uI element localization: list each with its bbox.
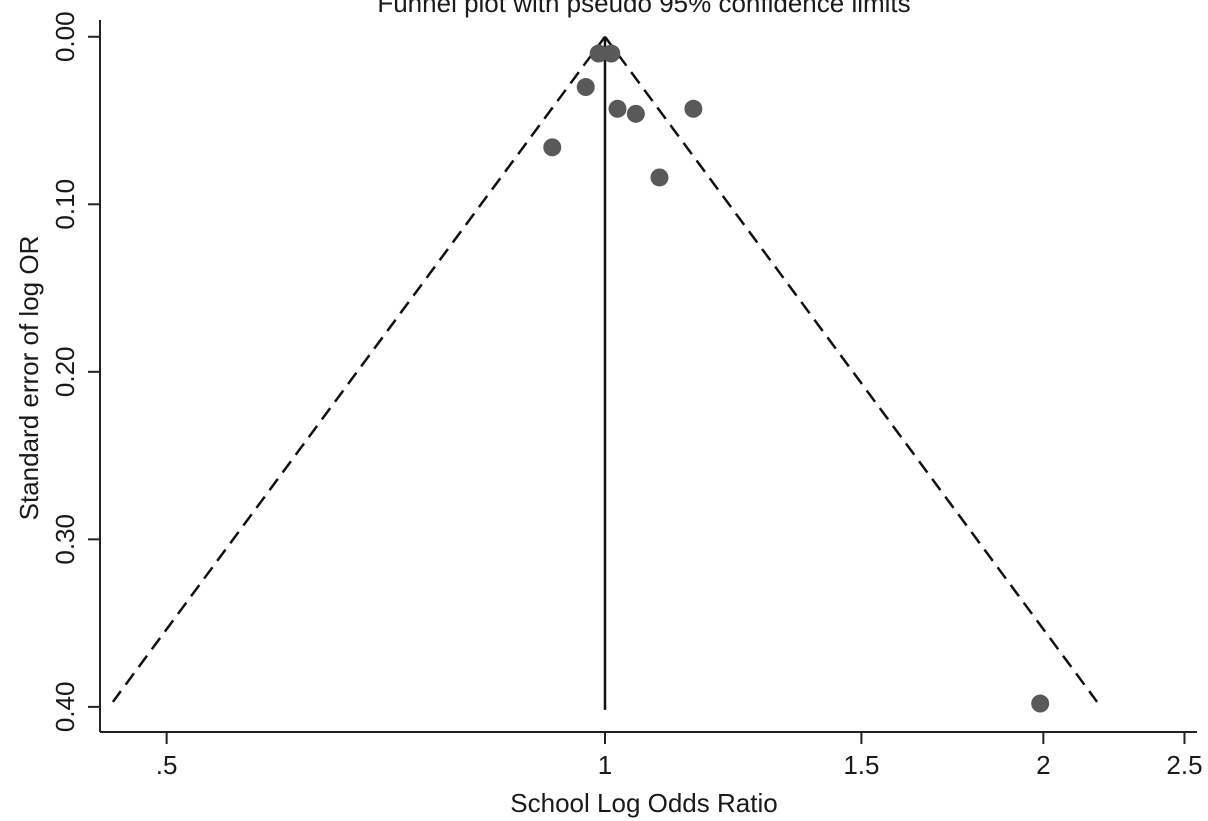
- y-tick-label-4: 0.30: [50, 514, 80, 565]
- study-point-6: [684, 99, 703, 118]
- study-point-3: [576, 78, 595, 97]
- study-point-4: [608, 99, 627, 118]
- study-point-1: [589, 44, 608, 63]
- y-tick-label-3: 0.20: [50, 347, 80, 398]
- y-tick-label-2: 0.10: [50, 179, 80, 230]
- study-point-7: [543, 138, 562, 157]
- x-tick-label-2: 1: [598, 750, 612, 780]
- x-tick-label-1: .5: [156, 750, 178, 780]
- y-tick-label-1: 0.00: [50, 11, 80, 62]
- x-tick-label-3: 1.5: [843, 750, 879, 780]
- axes: .5 1 1.5 2 2.5 0.00 0.10 0.20 0.30 0.40: [50, 11, 1203, 780]
- x-tick-label-5: 2.5: [1166, 750, 1202, 780]
- chart-title: Funnel plot with pseudo 95% confidence l…: [377, 0, 910, 18]
- plot-area: [111, 36, 1099, 713]
- y-axis-title: Standard error of log OR: [14, 236, 44, 521]
- study-point-2: [602, 44, 621, 63]
- study-point-5: [626, 104, 645, 123]
- x-tick-label-4: 2: [1036, 750, 1050, 780]
- funnel-right-limit-line: [603, 36, 1099, 703]
- y-tick-label-5: 0.40: [50, 682, 80, 733]
- x-axis-title: School Log Odds Ratio: [510, 788, 777, 818]
- funnel-left-limit-line: [111, 36, 606, 703]
- study-point-9: [1031, 694, 1050, 713]
- study-point-8: [650, 168, 669, 187]
